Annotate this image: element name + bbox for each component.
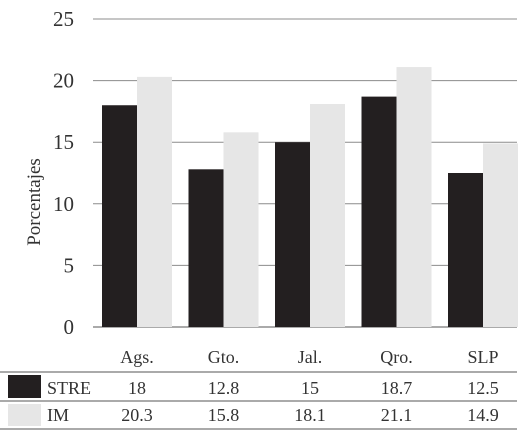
bar-im-0	[137, 76, 172, 328]
bars	[102, 67, 518, 328]
y-tick-label: 0	[64, 315, 75, 339]
data-label: 15.8	[208, 405, 240, 425]
category-label: Gto.	[208, 347, 240, 367]
y-tick-label: 15	[53, 130, 74, 154]
bar-stre-2	[275, 142, 310, 327]
legend-series-name: STRE	[47, 378, 91, 398]
data-table: STRE 18 12.8 15 18.7 12.5 IM 20.3 15.8 18.1 21.1 14…	[0, 371, 517, 430]
legend-swatch-im	[8, 404, 41, 426]
y-tick-labels: 0 5 10 15 20 25	[53, 7, 74, 339]
y-tick-label: 20	[53, 69, 74, 93]
y-tick-label: 10	[53, 192, 74, 216]
category-label: SLP	[467, 347, 498, 367]
y-tick-label: 25	[53, 7, 74, 31]
bar-im-1	[223, 132, 259, 327]
data-label: 12.5	[467, 378, 499, 398]
legend-series-name: IM	[47, 405, 69, 425]
category-labels: Ags. Gto. Jal. Qro. SLP	[120, 347, 498, 367]
bar-stre-0	[102, 105, 137, 328]
y-tick-label: 5	[64, 253, 75, 277]
bar-im-2	[310, 104, 345, 328]
data-label: 14.9	[467, 405, 499, 425]
category-label: Jal.	[298, 347, 323, 367]
data-label: 21.1	[381, 405, 413, 425]
bar-stre-1	[188, 169, 224, 327]
data-label: 18.1	[294, 405, 326, 425]
data-label: 20.3	[121, 405, 153, 425]
data-label: 12.8	[208, 378, 240, 398]
data-label: 18	[128, 378, 146, 398]
bar-im-3	[396, 67, 432, 327]
bar-im-4	[483, 143, 518, 327]
category-label: Qro.	[380, 347, 413, 367]
bar-stre-3	[361, 96, 397, 327]
bar-stre-4	[448, 173, 483, 327]
category-label: Ags.	[120, 347, 154, 367]
data-label: 15	[301, 378, 319, 398]
y-axis-title: Porcentajes	[24, 158, 45, 246]
legend-swatch-stre	[8, 375, 41, 398]
data-label: 18.7	[381, 378, 413, 398]
